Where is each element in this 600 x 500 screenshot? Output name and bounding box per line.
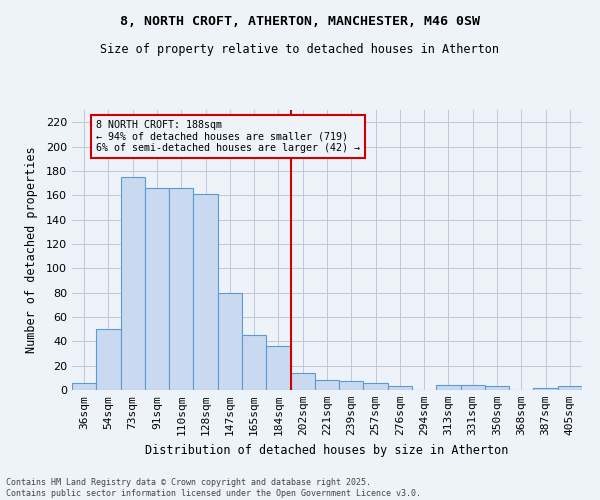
Bar bbox=[461, 385, 485, 390]
Bar bbox=[266, 346, 290, 390]
Bar bbox=[145, 188, 169, 390]
Bar bbox=[436, 385, 461, 390]
Text: Size of property relative to detached houses in Atherton: Size of property relative to detached ho… bbox=[101, 42, 499, 56]
Bar bbox=[315, 380, 339, 390]
Bar bbox=[169, 188, 193, 390]
Bar bbox=[96, 329, 121, 390]
Bar bbox=[485, 386, 509, 390]
Bar bbox=[388, 386, 412, 390]
Bar bbox=[339, 382, 364, 390]
Bar bbox=[242, 335, 266, 390]
Bar bbox=[72, 382, 96, 390]
Text: 8, NORTH CROFT, ATHERTON, MANCHESTER, M46 0SW: 8, NORTH CROFT, ATHERTON, MANCHESTER, M4… bbox=[120, 15, 480, 28]
Text: Contains HM Land Registry data © Crown copyright and database right 2025.
Contai: Contains HM Land Registry data © Crown c… bbox=[6, 478, 421, 498]
Bar bbox=[290, 373, 315, 390]
Bar bbox=[121, 177, 145, 390]
X-axis label: Distribution of detached houses by size in Atherton: Distribution of detached houses by size … bbox=[145, 444, 509, 456]
Bar bbox=[364, 382, 388, 390]
Bar bbox=[218, 292, 242, 390]
Bar bbox=[558, 386, 582, 390]
Bar bbox=[533, 388, 558, 390]
Text: 8 NORTH CROFT: 188sqm
← 94% of detached houses are smaller (719)
6% of semi-deta: 8 NORTH CROFT: 188sqm ← 94% of detached … bbox=[96, 120, 360, 153]
Y-axis label: Number of detached properties: Number of detached properties bbox=[25, 146, 38, 354]
Bar bbox=[193, 194, 218, 390]
